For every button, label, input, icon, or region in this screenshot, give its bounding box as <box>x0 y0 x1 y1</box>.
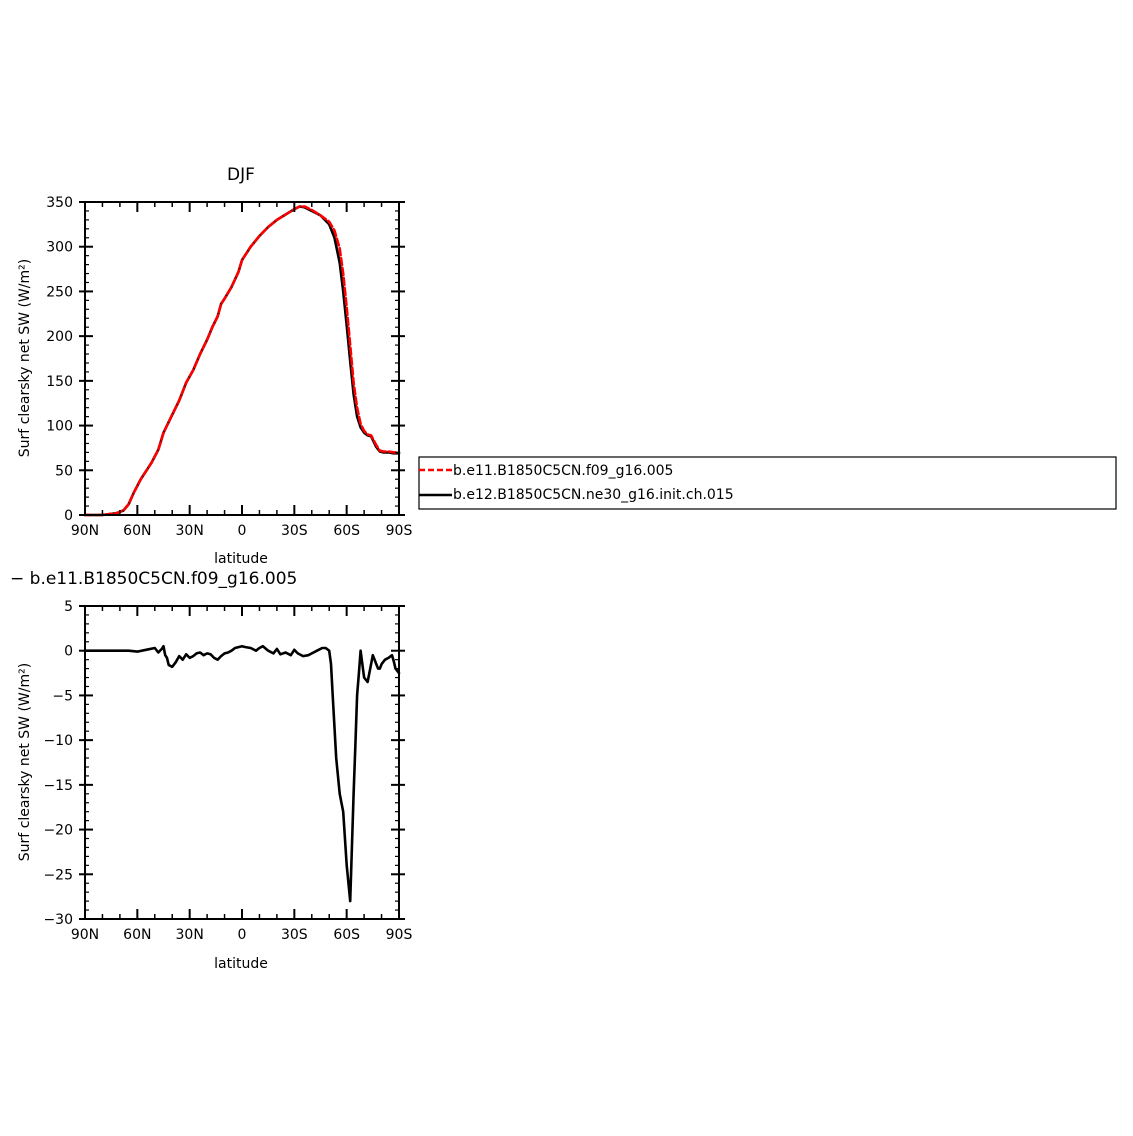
bottom-y-tick-label: −10 <box>43 733 73 749</box>
top-x-tick-label: 30S <box>281 523 308 539</box>
bottom-x-tick-label: 30S <box>281 927 308 943</box>
top-y-axis-label: Surf clearsky net SW (W/m²) <box>17 259 33 457</box>
top-chart-title: DJF <box>227 165 255 185</box>
bottom-x-tick-label: 90N <box>71 927 99 943</box>
top-x-tick-label: 90S <box>386 523 413 539</box>
bottom-series-group <box>83 644 401 903</box>
bottom-y-tick-label: −25 <box>43 867 73 883</box>
top-y-tick-label: 50 <box>55 463 73 479</box>
top-y-tick-label: 150 <box>46 374 73 390</box>
bottom-y-tick-label: −15 <box>43 778 73 794</box>
legend-label-f09: b.e11.B1850C5CN.f09_g16.005 <box>453 463 673 479</box>
bottom-y-tick-label: 5 <box>64 599 73 615</box>
bottom-y-tick-label: −20 <box>43 823 73 839</box>
bottom-x-tick-label: 90S <box>386 927 413 943</box>
top-series-group <box>83 205 401 517</box>
bottom-series-line-0 <box>83 644 401 903</box>
top-y-tick-label: 0 <box>64 508 73 524</box>
legend-label-ne30: b.e12.B1850C5CN.ne30_g16.init.ch.015 <box>453 487 734 503</box>
legend: b.e11.B1850C5CN.f09_g16.005 b.e12.B1850C… <box>418 456 1117 510</box>
top-y-tick-label: 250 <box>46 284 73 300</box>
bottom-y-axis-label: Surf clearsky net SW (W/m²) <box>17 663 33 861</box>
top-series-line-1 <box>83 205 401 517</box>
legend-frame <box>418 456 1117 510</box>
top-x-tick-label: 30N <box>176 523 204 539</box>
bottom-y-tick-label: −30 <box>43 912 73 928</box>
bottom-chart-title: − b.e11.B1850C5CN.f09_g16.005 <box>10 569 297 589</box>
bottom-x-tick-label: 60N <box>123 927 151 943</box>
top-y-tick-label: 300 <box>46 240 73 256</box>
bottom-x-tick-label: 60S <box>333 927 360 943</box>
top-x-tick-label: 0 <box>238 523 247 539</box>
top-x-tick-label: 90N <box>71 523 99 539</box>
top-tick-group: 90N 60N 30N 0 30S 60S 90S 0 50 100 150 200 250 300 350 <box>46 195 412 539</box>
bottom-x-axis-label: latitude <box>214 956 268 972</box>
bottom-y-tick-label: −5 <box>52 688 73 704</box>
bottom-x-tick-label: 30N <box>176 927 204 943</box>
bottom-tick-group: 90N 60N 30N 0 30S 60S 90S −30 −25 −20 −15 −10 −5 0 5 <box>43 599 412 943</box>
top-panel: DJF 90N 60N 30N 0 30S 60S 90S 0 50 100 150 200 250 30… <box>17 165 412 567</box>
bottom-panel: − b.e11.B1850C5CN.f09_g16.005 90N 60N 30N 0… <box>10 569 412 972</box>
top-x-axis-label: latitude <box>214 551 268 567</box>
top-x-tick-label: 60S <box>333 523 360 539</box>
top-x-tick-label: 60N <box>123 523 151 539</box>
top-y-tick-label: 200 <box>46 329 73 345</box>
top-y-tick-label: 350 <box>46 195 73 211</box>
top-y-tick-label: 100 <box>46 419 73 435</box>
bottom-y-tick-label: 0 <box>64 644 73 660</box>
bottom-x-tick-label: 0 <box>238 927 247 943</box>
